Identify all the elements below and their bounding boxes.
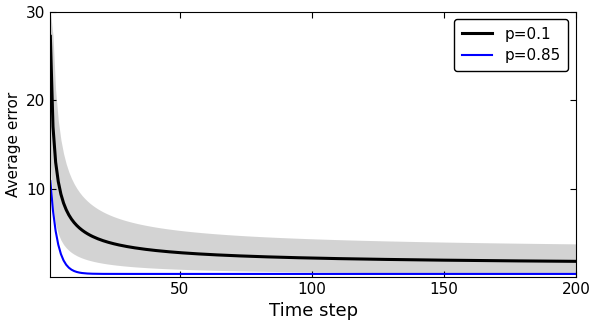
p=0.85: [79, 271, 86, 275]
p=0.1: [79, 228, 86, 232]
p=0.1: [68, 217, 75, 221]
p=0.1: [46, 34, 54, 38]
p=0.1: [546, 259, 553, 263]
p=0.85: [46, 179, 54, 183]
p=0.1: [187, 251, 194, 255]
Line: p=0.85: p=0.85: [50, 181, 576, 274]
p=0.85: [187, 272, 194, 276]
p=0.85: [324, 272, 331, 276]
Legend: p=0.1, p=0.85: p=0.1, p=0.85: [454, 19, 569, 71]
X-axis label: Time step: Time step: [269, 303, 358, 320]
p=0.85: [530, 272, 538, 276]
p=0.85: [572, 272, 579, 276]
p=0.1: [144, 248, 151, 252]
Line: p=0.1: p=0.1: [50, 36, 576, 261]
p=0.1: [572, 259, 579, 263]
p=0.85: [144, 272, 151, 276]
p=0.85: [549, 272, 556, 276]
p=0.1: [527, 259, 535, 263]
Y-axis label: Average error: Average error: [5, 92, 20, 197]
p=0.85: [68, 268, 75, 272]
